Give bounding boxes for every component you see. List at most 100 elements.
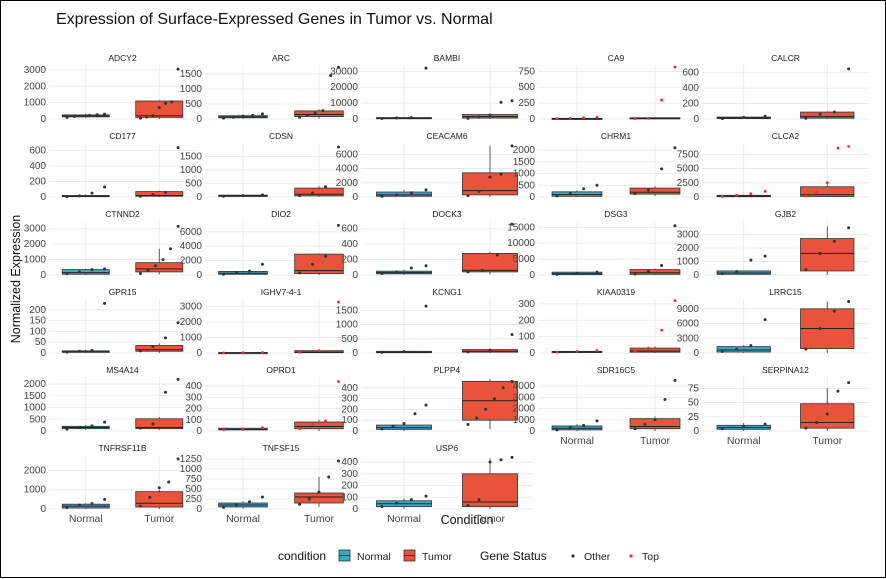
tumor-box <box>135 491 184 508</box>
tumor-point <box>653 418 657 422</box>
y-tick-label: 2000 <box>336 178 359 189</box>
tumor-point <box>138 116 142 120</box>
tumor-box <box>294 187 344 197</box>
y-tick-label: 500 <box>341 334 358 345</box>
tumor-point <box>499 458 503 462</box>
y-tick-label: 25 <box>688 412 700 423</box>
facet-panel-calcr: CALCR 0 200 400 600 <box>682 53 869 125</box>
y-tick-label: 1000 <box>180 165 203 176</box>
y-tick-label: 5000 <box>513 254 536 265</box>
y-tick-label: 500 <box>518 82 535 93</box>
tumor-point <box>646 188 650 192</box>
tumor-point <box>804 268 808 272</box>
normal-point <box>260 262 264 266</box>
normal-point <box>65 115 69 119</box>
normal-point <box>95 113 99 117</box>
normal-point <box>103 301 107 305</box>
y-tick-label: 15000 <box>507 222 535 233</box>
y-tick-label: 2000 <box>24 465 47 476</box>
normal-point <box>380 427 384 431</box>
y-tick-label: 0 <box>352 192 358 203</box>
tumor-point <box>145 115 149 119</box>
y-tick-label: 1500 <box>336 305 359 316</box>
x-tick-label: Normal <box>387 513 421 525</box>
facet-panel-adcy2: ADCY2 0 1000 2000 3000 <box>24 53 196 125</box>
tumor-point <box>673 65 677 69</box>
normal-point <box>720 272 724 276</box>
y-tick-label: 1000 <box>24 403 47 414</box>
y-tick-label: 2000 <box>677 243 700 254</box>
tumor-point <box>673 299 677 303</box>
facet-strip-label: GPR15 <box>109 287 137 297</box>
y-tick-label: 500 <box>185 99 202 110</box>
normal-point <box>409 191 413 195</box>
tumor-point <box>336 223 340 227</box>
tumor-point <box>847 226 851 230</box>
tumor-point <box>646 346 650 350</box>
y-tick-label: 0 <box>196 270 202 281</box>
normal-point <box>742 115 746 119</box>
normal-point <box>241 351 245 355</box>
normal-point <box>395 270 399 274</box>
tumor-point <box>466 270 470 274</box>
facet-panel-serpina12: SERPINA12 0 25 50 75 Normal Tumor <box>688 365 869 447</box>
tumor-point <box>475 416 479 420</box>
facet-strip-label: KCNG1 <box>432 287 462 297</box>
y-tick-label: 250 <box>185 494 202 505</box>
y-tick-label: 0 <box>693 192 699 203</box>
facet-strip-label: CLCA2 <box>772 131 800 141</box>
y-tick-label: 1000 <box>24 255 47 266</box>
normal-point <box>261 351 264 354</box>
normal-point <box>720 195 724 198</box>
tumor-point <box>804 347 808 351</box>
facet-strip-label: CA9 <box>608 53 625 63</box>
tumor-point <box>818 112 822 116</box>
normal-point <box>90 191 94 195</box>
tumor-point <box>673 224 677 228</box>
y-tick-label: 500 <box>185 179 202 190</box>
facet-strip-label: BAMBI <box>434 53 460 63</box>
tumor-point <box>151 193 155 197</box>
normal-point <box>395 116 399 120</box>
tumor-box <box>629 269 681 275</box>
y-tick-label: 0 <box>693 114 699 125</box>
tumor-point <box>477 115 481 119</box>
tumor-point <box>466 194 470 198</box>
tumor-point <box>321 109 325 113</box>
normal-point <box>395 501 399 505</box>
y-tick-label: 3000 <box>677 333 700 344</box>
y-tick-label: 200 <box>341 481 358 492</box>
normal-point <box>222 194 226 198</box>
normal-point <box>575 271 579 275</box>
y-tick-label: 2000 <box>180 317 203 328</box>
y-tick-label: 100 <box>341 415 358 426</box>
tumor-point <box>313 111 317 115</box>
tumor-point <box>466 350 470 354</box>
tumor-point <box>337 380 340 383</box>
normal-point <box>222 116 226 120</box>
normal-point <box>763 189 767 193</box>
normal-point <box>65 195 69 199</box>
facet-strip-label: KIAA0319 <box>597 287 636 297</box>
normal-point <box>424 494 428 498</box>
facet-strip-label: CHRM1 <box>601 131 631 141</box>
y-tick-label: 5000 <box>677 164 700 175</box>
y-tick-label: 0 <box>529 192 535 203</box>
y-tick-label: 0 <box>40 426 46 437</box>
normal-point <box>720 427 724 431</box>
y-tick-label: 200 <box>341 255 358 266</box>
y-tick-label: 400 <box>185 381 202 392</box>
y-tick-label: 400 <box>341 457 358 468</box>
normal-point <box>90 348 94 352</box>
tumor-point <box>324 419 327 423</box>
y-tick-label: 0 <box>196 504 202 515</box>
normal-point <box>424 66 428 70</box>
normal-point <box>568 116 572 120</box>
facet-strip-label: PLPP4 <box>434 365 461 375</box>
tumor-point <box>815 420 819 424</box>
tumor-point <box>298 271 302 275</box>
tumor-point <box>804 116 808 120</box>
normal-point <box>241 114 245 118</box>
